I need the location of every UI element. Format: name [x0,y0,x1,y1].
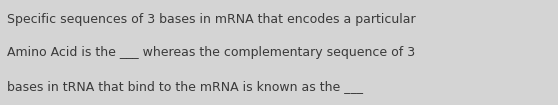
Text: Specific sequences of 3 bases in mRNA that encodes a particular: Specific sequences of 3 bases in mRNA th… [7,13,416,26]
Text: Amino Acid is the ___ whereas the complementary sequence of 3: Amino Acid is the ___ whereas the comple… [7,46,415,59]
Text: bases in tRNA that bind to the mRNA is known as the ___: bases in tRNA that bind to the mRNA is k… [7,80,363,93]
